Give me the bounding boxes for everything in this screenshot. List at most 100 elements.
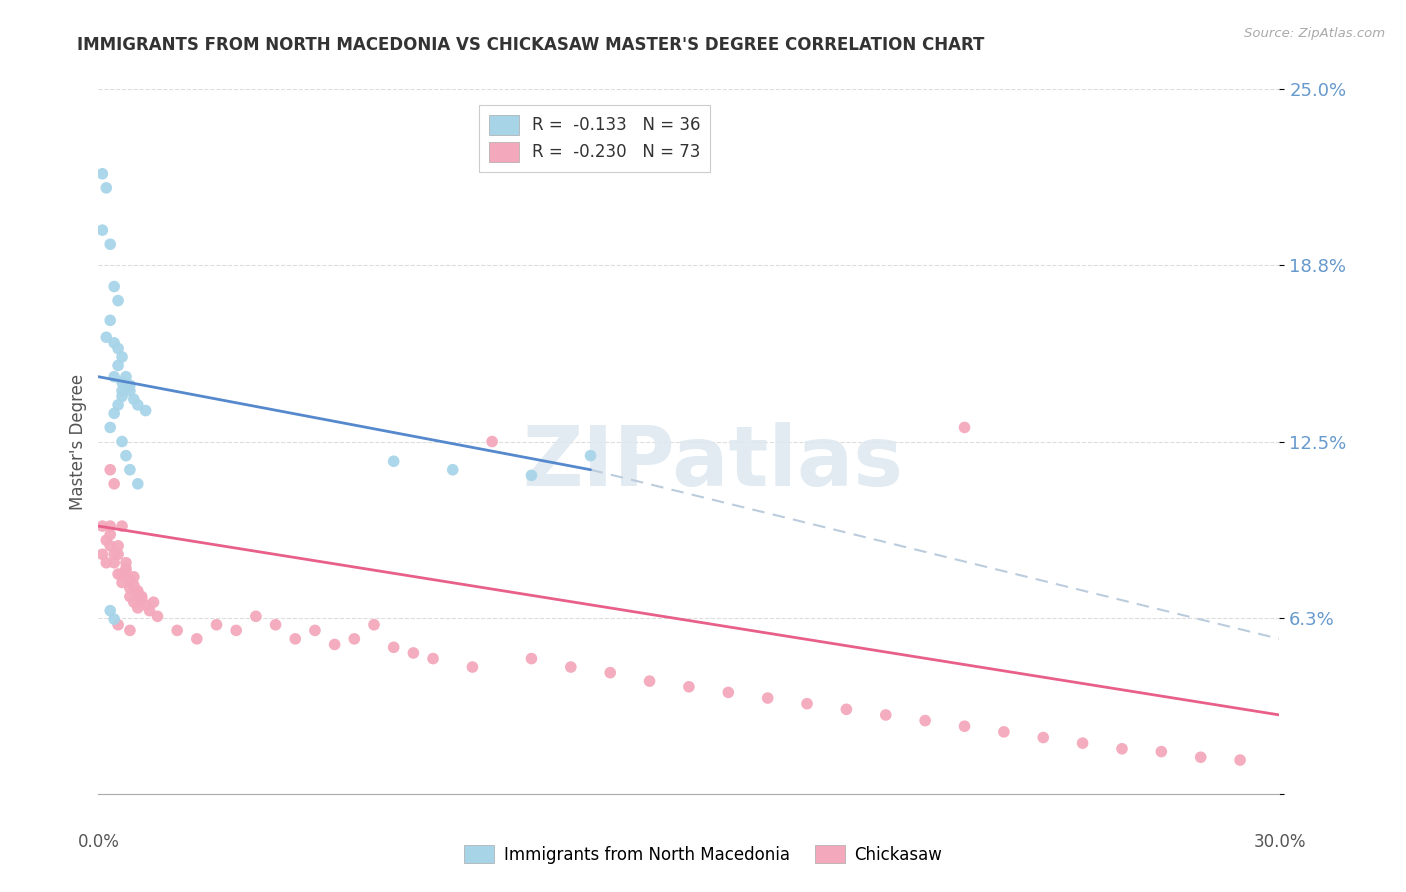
Point — [111, 350, 134, 364]
Point — [115, 556, 138, 570]
Point — [323, 638, 346, 652]
Point — [127, 587, 149, 601]
Point — [98, 420, 121, 434]
Point — [678, 680, 700, 694]
Point — [118, 378, 141, 392]
Point — [135, 598, 157, 612]
Point — [205, 617, 228, 632]
Point — [111, 575, 134, 590]
Point — [225, 624, 247, 638]
Point — [953, 719, 976, 733]
Point — [111, 376, 134, 390]
Point — [953, 420, 976, 434]
Point — [717, 685, 740, 699]
Point — [796, 697, 818, 711]
Point — [115, 369, 138, 384]
Point — [127, 600, 149, 615]
Point — [363, 617, 385, 632]
Point — [103, 335, 125, 350]
Text: 0.0%: 0.0% — [77, 833, 120, 851]
Point — [638, 674, 661, 689]
Point — [98, 237, 121, 252]
Point — [96, 556, 118, 570]
Point — [127, 398, 149, 412]
Point — [98, 604, 121, 618]
Point — [127, 476, 149, 491]
Point — [111, 434, 134, 449]
Point — [835, 702, 858, 716]
Point — [107, 398, 129, 412]
Point — [96, 181, 118, 195]
Point — [131, 592, 153, 607]
Point — [131, 590, 153, 604]
Point — [1150, 745, 1173, 759]
Point — [103, 279, 125, 293]
Point — [107, 567, 129, 582]
Point — [115, 378, 138, 392]
Point — [186, 632, 208, 646]
Point — [107, 539, 129, 553]
Point — [422, 651, 444, 665]
Point — [115, 564, 138, 578]
Point — [138, 604, 160, 618]
Text: 30.0%: 30.0% — [1253, 833, 1306, 851]
Point — [103, 406, 125, 420]
Point — [142, 595, 165, 609]
Point — [118, 573, 141, 587]
Point — [98, 527, 121, 541]
Point — [111, 567, 134, 582]
Point — [103, 556, 125, 570]
Point — [98, 519, 121, 533]
Point — [111, 384, 134, 398]
Text: IMMIGRANTS FROM NORTH MACEDONIA VS CHICKASAW MASTER'S DEGREE CORRELATION CHART: IMMIGRANTS FROM NORTH MACEDONIA VS CHICK… — [77, 36, 984, 54]
Point — [118, 624, 141, 638]
Point — [118, 581, 141, 595]
Point — [166, 624, 188, 638]
Point — [98, 313, 121, 327]
Point — [993, 724, 1015, 739]
Point — [115, 449, 138, 463]
Point — [122, 578, 145, 592]
Point — [107, 342, 129, 356]
Point — [382, 640, 405, 655]
Point — [107, 617, 129, 632]
Point — [146, 609, 169, 624]
Point — [135, 403, 157, 417]
Point — [343, 632, 366, 646]
Point — [122, 392, 145, 407]
Point — [756, 691, 779, 706]
Point — [579, 449, 602, 463]
Point — [402, 646, 425, 660]
Point — [122, 570, 145, 584]
Point — [441, 463, 464, 477]
Legend: Immigrants from North Macedonia, Chickasaw: Immigrants from North Macedonia, Chickas… — [457, 838, 949, 871]
Point — [103, 369, 125, 384]
Point — [115, 561, 138, 575]
Point — [91, 167, 114, 181]
Point — [107, 293, 129, 308]
Point — [111, 519, 134, 533]
Point — [118, 384, 141, 398]
Text: Source: ZipAtlas.com: Source: ZipAtlas.com — [1244, 27, 1385, 40]
Point — [461, 660, 484, 674]
Point — [103, 547, 125, 561]
Point — [914, 714, 936, 728]
Point — [91, 223, 114, 237]
Legend: R =  -0.133   N = 36, R =  -0.230   N = 73: R = -0.133 N = 36, R = -0.230 N = 73 — [478, 104, 710, 172]
Point — [107, 547, 129, 561]
Point — [118, 590, 141, 604]
Point — [284, 632, 307, 646]
Point — [91, 519, 114, 533]
Point — [481, 434, 503, 449]
Point — [107, 359, 129, 373]
Point — [1189, 750, 1212, 764]
Point — [122, 595, 145, 609]
Point — [245, 609, 267, 624]
Point — [1111, 741, 1133, 756]
Y-axis label: Master's Degree: Master's Degree — [69, 374, 87, 509]
Point — [520, 468, 543, 483]
Point — [1071, 736, 1094, 750]
Point — [127, 583, 149, 598]
Point — [875, 708, 897, 723]
Point — [103, 476, 125, 491]
